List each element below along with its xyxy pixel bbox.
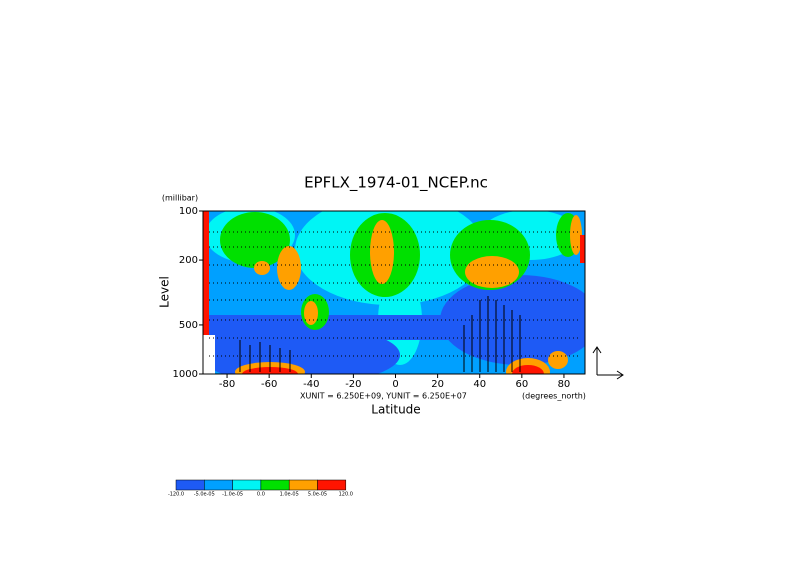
colorbar-box — [317, 479, 347, 491]
colorbar-label: 5.0e-05 — [308, 492, 327, 498]
colorbar-label: -5.0e-05 — [194, 492, 215, 498]
vector-arrows — [239, 296, 521, 372]
colorbar-label: 1.0e-05 — [280, 492, 299, 498]
x-tick-label: 20 — [431, 379, 444, 390]
colorbar-box — [288, 479, 318, 491]
plot-frame — [202, 210, 586, 375]
colorbar-box — [175, 479, 205, 491]
colorbar-box — [204, 479, 233, 491]
y-tick-label: 200 — [179, 255, 198, 266]
x-tick-label: -40 — [303, 379, 319, 390]
vector-key — [592, 346, 624, 380]
x-axis-label: Latitude — [371, 403, 420, 417]
x-unit: (degrees_north) — [522, 392, 586, 401]
y-tick-label: 1000 — [173, 369, 198, 380]
x-tick-label: 40 — [473, 379, 486, 390]
x-tick-label: -60 — [261, 379, 277, 390]
y-unit: (millibar) — [162, 194, 198, 203]
x-tick-label: 0 — [392, 379, 398, 390]
colorbar-label: -1.0e-05 — [222, 492, 243, 498]
x-tick-label: 80 — [558, 379, 571, 390]
x-tick-label: -80 — [219, 379, 235, 390]
x-tick-label: 60 — [515, 379, 528, 390]
x-tick-label: -20 — [345, 379, 361, 390]
contour-field — [203, 211, 585, 374]
colorbar-label: 120.0 — [339, 492, 353, 498]
vector-scale: XUNIT = 6.250E+09, YUNIT = 6.250E+07 — [300, 392, 467, 401]
colorbar-box — [232, 479, 262, 491]
y-axis-label: Level — [158, 276, 172, 308]
colorbar-label: 0.0 — [257, 492, 265, 498]
colorbar-box — [260, 479, 290, 491]
y-tick-label: 500 — [179, 320, 198, 331]
y-tick-label: 100 — [179, 206, 198, 217]
colorbar-label: -120.0 — [168, 492, 184, 498]
chart-title: EPFLX_1974-01_NCEP.nc — [304, 174, 488, 193]
